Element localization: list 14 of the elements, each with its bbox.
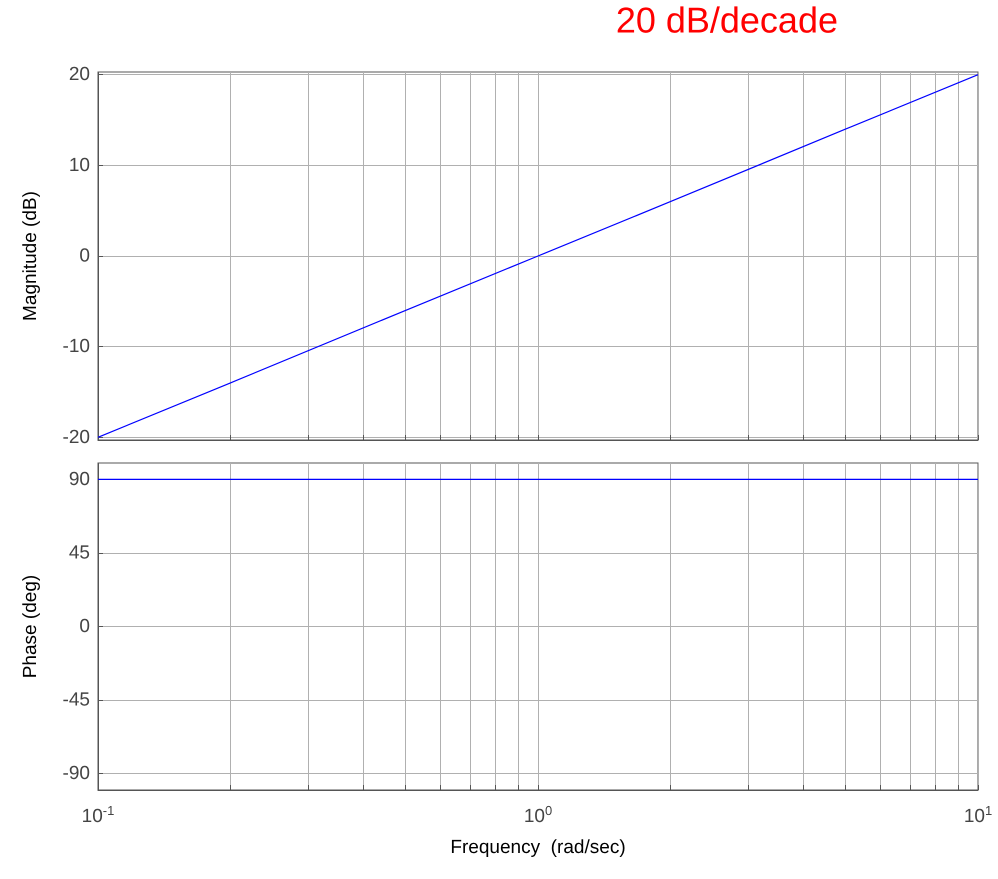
y-tick-label: 45	[68, 542, 90, 564]
y-tick-label: 90	[68, 468, 90, 490]
y-tick-label: -90	[62, 763, 90, 784]
x-axis-title: Frequency (rad/sec)	[450, 837, 626, 858]
y-tick-label: 0	[79, 616, 90, 637]
y-tick-label: -10	[62, 336, 90, 358]
y-tick-label: -45	[62, 690, 90, 711]
y-tick-label: -20	[62, 426, 90, 448]
text: 20 dB/decade	[616, 0, 838, 40]
y-axis-title: Phase (deg)	[20, 574, 41, 678]
y-tick-label: 10	[68, 154, 90, 176]
y-tick-label: 20	[68, 64, 90, 86]
y-tick-label: 0	[79, 246, 90, 266]
y-axis-title: Magnitude (dB)	[20, 191, 41, 321]
